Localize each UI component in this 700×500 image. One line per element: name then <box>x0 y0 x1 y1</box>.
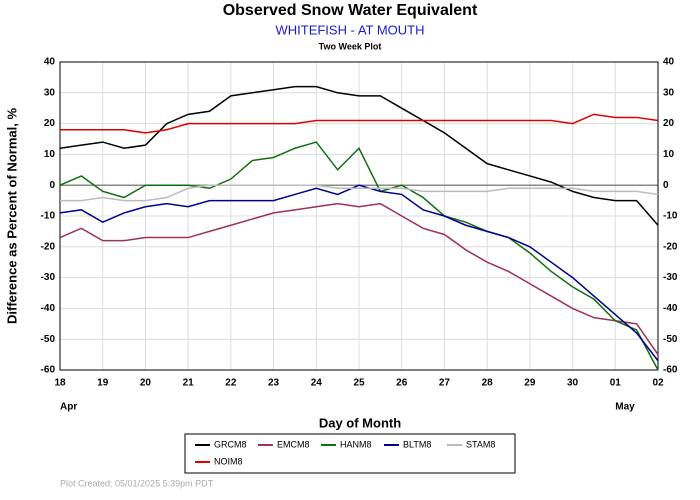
y-tick-label: 0 <box>49 180 55 191</box>
x-tick-label: 19 <box>97 378 109 389</box>
x-tick-label: 25 <box>353 378 365 389</box>
x-tick-label: 30 <box>567 378 579 389</box>
series-line <box>60 184 659 202</box>
y-tick-label: -60 <box>41 365 56 376</box>
legend-box <box>184 433 516 474</box>
series-line <box>60 113 659 134</box>
series-line <box>59 141 659 371</box>
y-tick-label-right: -10 <box>663 211 678 222</box>
x-tick-label: 29 <box>524 378 536 389</box>
y-tick-label-right: 30 <box>663 87 675 98</box>
x-tick-label: 22 <box>225 378 237 389</box>
legend-label: NOIM8 <box>214 456 243 466</box>
y-tick-label: -50 <box>41 334 56 345</box>
x-tick-label: 26 <box>396 378 408 389</box>
chart-subtitle2: Two Week Plot <box>319 41 382 51</box>
x-tick-label: 02 <box>652 378 664 389</box>
x-tick-label: 01 <box>610 378 622 389</box>
y-axis-label: Difference as Percent of Normal, % <box>4 108 19 324</box>
y-tick-label-right: -30 <box>663 272 678 283</box>
legend-label: BLTM8 <box>403 439 431 449</box>
y-tick-label: -30 <box>41 272 56 283</box>
legend-label: STAM8 <box>466 439 495 449</box>
y-tick-label-right: -50 <box>663 334 678 345</box>
x-tick-label: 28 <box>482 378 494 389</box>
x-tick-label: 24 <box>311 378 323 389</box>
y-tick-label: -40 <box>41 303 56 314</box>
legend-label: EMCM8 <box>277 439 310 449</box>
footer: Plot Created: 05/01/2025 5:39pm PDT <box>60 478 214 488</box>
y-tick-label-right: -40 <box>663 303 678 314</box>
y-tick-label: -10 <box>41 211 56 222</box>
month-label: Apr <box>60 402 77 413</box>
y-tick-label: 20 <box>44 118 56 129</box>
legend-label: HANM8 <box>340 439 372 449</box>
y-tick-label-right: 40 <box>663 57 675 68</box>
x-tick-label: 18 <box>54 378 66 389</box>
y-tick-label-right: -20 <box>663 241 678 252</box>
x-tick-label: 27 <box>439 378 451 389</box>
chart-subtitle: WHITEFISH - AT MOUTH <box>275 22 424 37</box>
series-line <box>59 184 659 362</box>
y-tick-label: 40 <box>44 57 56 68</box>
plot-border <box>59 61 659 371</box>
x-tick-label: 23 <box>268 378 280 389</box>
x-axis-label: Day of Month <box>319 415 401 430</box>
x-tick-label: 21 <box>183 378 195 389</box>
series-line <box>59 202 659 356</box>
legend-label: GRCM8 <box>214 439 247 449</box>
y-tick-label-right: 10 <box>663 149 675 160</box>
y-tick-label-right: 0 <box>663 180 669 191</box>
month-label: May <box>615 402 635 413</box>
y-tick-label: 30 <box>44 87 56 98</box>
y-tick-label-right: 20 <box>663 118 675 129</box>
y-tick-label-right: -60 <box>663 365 678 376</box>
chart-title: Observed Snow Water Equivalent <box>223 2 478 19</box>
y-tick-label: 10 <box>44 149 56 160</box>
y-tick-label: -20 <box>41 241 56 252</box>
x-tick-label: 20 <box>140 378 152 389</box>
